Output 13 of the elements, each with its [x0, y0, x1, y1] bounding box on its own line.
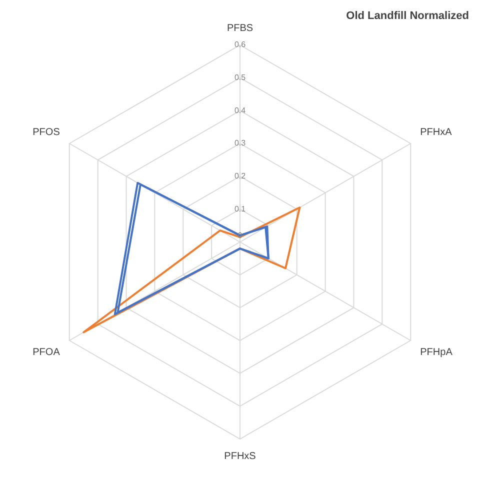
spoke-label: PFOS — [32, 126, 60, 138]
y-tick-label: 0.4 — [234, 106, 246, 115]
y-tick-label: 0.2 — [234, 172, 246, 181]
spoke-label: PFOA — [32, 346, 60, 358]
spoke-label: PFHxS — [224, 450, 256, 462]
spoke-label: PFHpA — [420, 346, 453, 358]
y-tick-label: 0.6 — [234, 40, 246, 50]
spoke-label: PFBS — [226, 22, 254, 34]
y-tick-label: 0.3 — [234, 138, 246, 148]
y-tick-label: 0.5 — [234, 73, 246, 82]
chart-title: Old Landfill Normalized — [346, 10, 469, 22]
y-tick-label: 0.1 — [234, 204, 246, 214]
spoke-label: PFHxA — [420, 126, 452, 138]
